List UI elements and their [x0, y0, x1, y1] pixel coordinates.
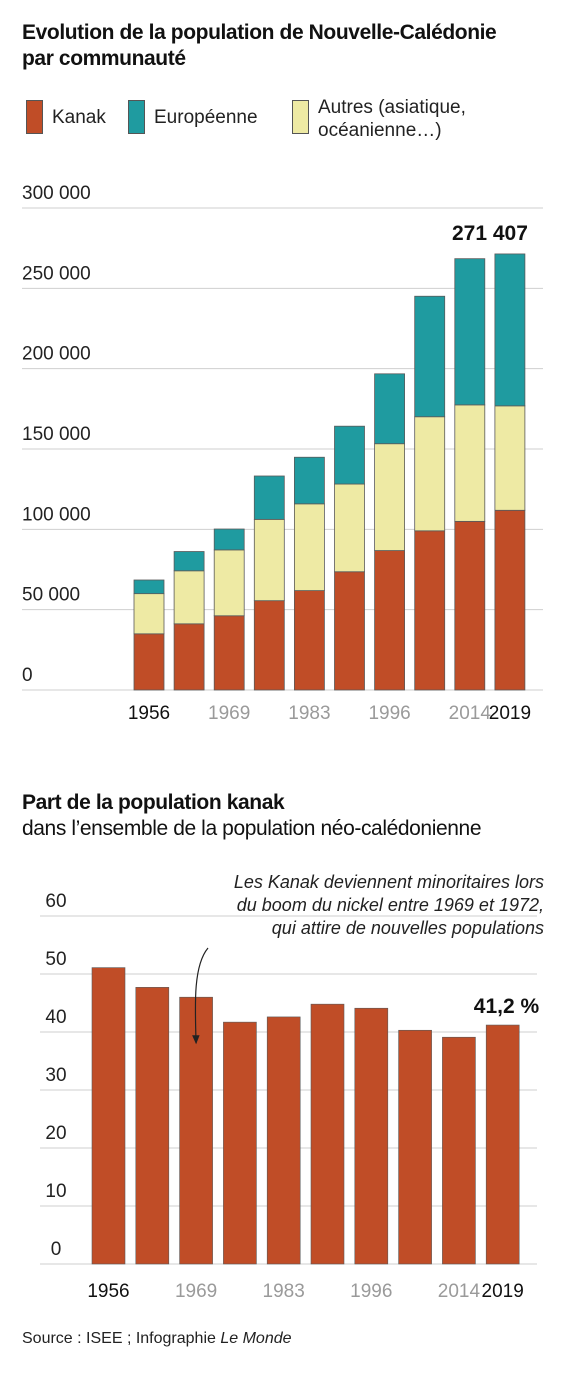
- chart1-bar-segment: [173, 623, 205, 691]
- chart1-bar-segment: [173, 551, 205, 572]
- chart2-bars: [91, 967, 520, 1265]
- chart1-y-tick-label: 0: [22, 665, 33, 686]
- chart2-annotation-arrowhead: [192, 1035, 200, 1045]
- chart1-bar-segment: [454, 258, 486, 406]
- source-italic: Le Monde: [220, 1330, 292, 1347]
- chart2-title: Part de la population kanak dans l’ensem…: [22, 790, 481, 842]
- chart1-total-label: 271 407: [452, 222, 528, 245]
- chart2-y-tick-label: 10: [45, 1181, 66, 1202]
- chart1-bar-segment: [494, 253, 526, 407]
- chart1-bar-segment: [213, 549, 245, 617]
- chart1-x-tick-label: 1983: [288, 703, 330, 724]
- chart2-bar: [442, 1036, 476, 1265]
- legend-swatch-kanak: [26, 100, 43, 134]
- chart1-y-tick-label: 50 000: [22, 585, 80, 606]
- legend-label-autres: Autres (asiatique, océanienne…): [318, 96, 466, 142]
- chart2-value-label: 41,2 %: [474, 995, 540, 1018]
- chart1-bars: [133, 253, 526, 691]
- chart2-y-tick-label: 40: [45, 1007, 66, 1028]
- chart1-bar-segment: [374, 373, 406, 445]
- chart1-title-line1: Evolution de la population de Nouvelle-C…: [22, 21, 497, 44]
- chart2-x-tick-label: 1969: [175, 1281, 217, 1302]
- legend: Kanak Européenne Autres (asiatique, océa…: [26, 96, 566, 146]
- chart1-bar-segment: [213, 615, 245, 691]
- source-prefix: Source : ISEE ; Infographie: [22, 1330, 221, 1347]
- chart1-bar-segment: [253, 475, 285, 520]
- legend-label-kanak: Kanak: [52, 107, 106, 128]
- source-credit: Source : ISEE ; Infographie Le Monde: [22, 1330, 292, 1348]
- chart1-bar-segment: [334, 483, 365, 573]
- chart2-bar: [135, 987, 170, 1265]
- chart1-bar-segment: [133, 579, 165, 595]
- chart2-annotation-arrow: [194, 947, 209, 1044]
- chart1-title: Evolution de la population de Nouvelle-C…: [22, 20, 497, 72]
- chart1-bar-segment: [133, 633, 165, 691]
- chart1-bar-segment: [133, 593, 165, 635]
- chart1-bar-segment: [213, 528, 245, 551]
- chart1-x-tick-label: 1956: [128, 703, 170, 724]
- chart2-annotation: Les Kanak deviennent minoritaires lors du…: [192, 872, 544, 1045]
- chart2-annotation-line: du boom du nickel entre 1969 et 1972,: [237, 895, 544, 915]
- chart2-bar: [223, 1021, 257, 1265]
- chart1-bar-segment: [334, 571, 365, 691]
- chart1-y-tick-label: 250 000: [22, 263, 91, 284]
- chart1-bar-segment: [414, 295, 446, 418]
- chart2-x-tick-label: 2014: [438, 1281, 481, 1302]
- chart2-y-tick-label: 0: [51, 1239, 62, 1260]
- chart1-y-tick-label: 200 000: [22, 344, 91, 365]
- legend-swatch-autres: [292, 100, 309, 134]
- chart2-x-tick-label: 2019: [482, 1281, 524, 1302]
- chart1-x-tick-label: 2014: [449, 703, 492, 724]
- chart2-annotation-line: Les Kanak deviennent minoritaires lors: [234, 872, 544, 892]
- chart2-title-line1: Part de la population kanak: [22, 791, 285, 814]
- chart1-bar-segment: [494, 509, 526, 691]
- legend-label-autres-line2: océanienne…): [318, 120, 442, 141]
- chart2-y-tick-label: 30: [45, 1065, 66, 1086]
- chart2-x-tick-label: 1956: [87, 1281, 129, 1302]
- chart-kanak-share-svg: 0 10 20 30 40 50 60 1956 1969 1983 1996 2014 2019 41,…: [40, 872, 544, 1302]
- legend-swatch-europeenne: [128, 100, 145, 134]
- chart2-x-tick-label: 1983: [263, 1281, 305, 1302]
- chart1-bar-segment: [334, 425, 365, 485]
- chart1-bar-segment: [253, 600, 285, 691]
- chart1-y-tick-label: 100 000: [22, 504, 91, 525]
- chart2-annotation-line: qui attire de nouvelles populations: [272, 918, 544, 938]
- chart2-bar: [310, 1003, 345, 1265]
- chart2-bar: [354, 1007, 389, 1265]
- chart1-bar-segment: [374, 443, 406, 551]
- chart2-x-tick-label: 1996: [350, 1281, 392, 1302]
- chart2-title-line2: dans l’ensemble de la population néo-cal…: [22, 817, 482, 840]
- chart1-y-tick-label: 150 000: [22, 424, 91, 445]
- chart1-bar-segment: [173, 570, 205, 625]
- chart2-bar: [266, 1016, 301, 1265]
- chart1-x-tick-label: 1969: [208, 703, 250, 724]
- chart1-bar-segment: [293, 503, 325, 591]
- chart-population-svg: 0 50 000 100 000 150 000 200 000 250 000 300 0…: [22, 183, 543, 724]
- chart1-bar-segment: [374, 550, 406, 691]
- legend-label-autres-line1: Autres (asiatique,: [318, 97, 466, 118]
- chart1-x-tick-label: 1996: [368, 703, 410, 724]
- chart1-bar-segment: [414, 530, 446, 691]
- chart1-bar-segment: [454, 404, 486, 522]
- chart-kanak-share: 0 10 20 30 40 50 60 1956 1969 1983 1996 2014 2019 41,…: [0, 866, 580, 1316]
- chart-population-by-community: 0 50 000 100 000 150 000 200 000 250 000 300 0…: [0, 160, 580, 730]
- chart1-title-line2: par communauté: [22, 47, 186, 70]
- chart1-y-tick-label: 300 000: [22, 183, 91, 204]
- chart2-y-tick-label: 60: [45, 891, 66, 912]
- chart1-bar-segment: [293, 590, 325, 691]
- chart2-y-tick-label: 50: [45, 949, 66, 970]
- chart2-bar: [398, 1029, 432, 1265]
- chart1-bar-segment: [494, 405, 526, 511]
- chart2-bar: [485, 1024, 520, 1265]
- chart1-bar-segment: [293, 456, 325, 505]
- legend-label-europeenne: Européenne: [154, 107, 258, 128]
- chart1-bar-segment: [414, 416, 446, 532]
- chart1-x-tick-label: 2019: [489, 703, 531, 724]
- chart2-y-tick-label: 20: [45, 1123, 66, 1144]
- chart2-bar: [91, 967, 126, 1265]
- chart1-bar-segment: [253, 518, 285, 602]
- chart1-bar-segment: [454, 520, 486, 691]
